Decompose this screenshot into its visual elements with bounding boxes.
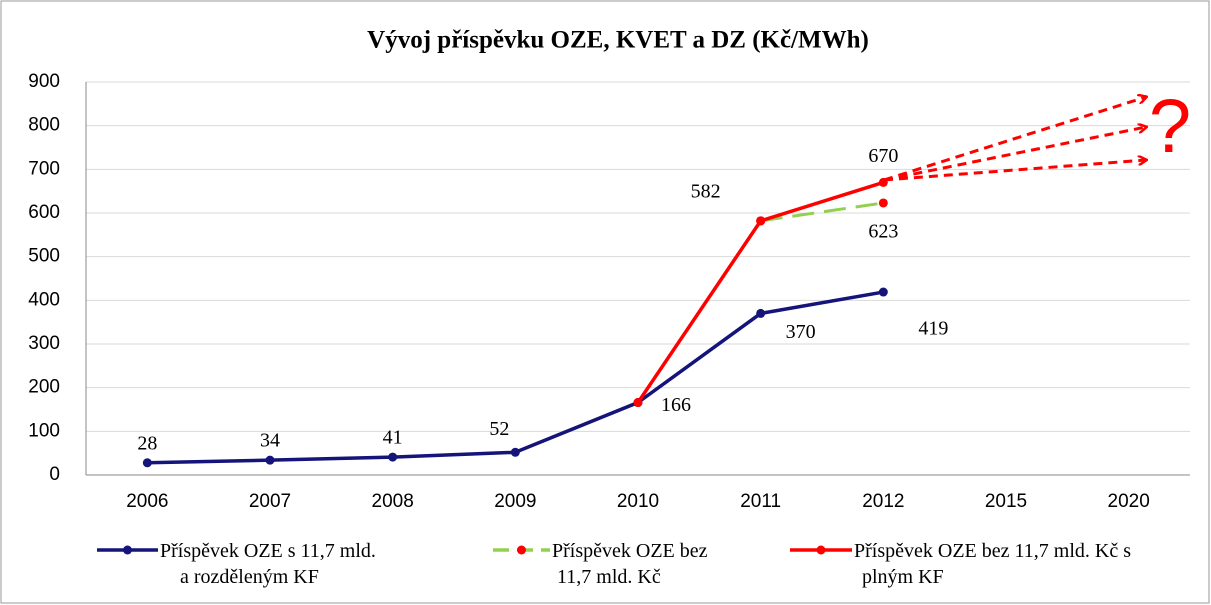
data-label: 41 — [383, 427, 403, 449]
x-tick-label: 2020 — [1108, 491, 1150, 512]
arrow — [883, 160, 1146, 182]
data-point — [756, 308, 766, 318]
data-point — [878, 287, 888, 297]
y-tick-label: 300 — [28, 333, 60, 354]
annotation: ? — [1149, 84, 1191, 169]
data-point — [878, 177, 888, 187]
legend-marker — [123, 545, 132, 555]
x-tick-label: 2006 — [126, 491, 168, 512]
data-label: 670 — [868, 145, 898, 167]
arrow — [883, 97, 1146, 182]
y-tick-label: 500 — [28, 246, 60, 267]
data-point — [878, 198, 888, 208]
data-label: 52 — [489, 418, 509, 440]
x-tick-label: 2015 — [985, 491, 1027, 512]
data-point — [265, 455, 275, 465]
data-point — [388, 452, 398, 462]
data-point — [756, 216, 766, 226]
x-tick-label: 2007 — [249, 491, 291, 512]
y-tick-label: 200 — [28, 377, 60, 398]
y-tick-label: 900 — [28, 71, 60, 92]
x-tick-label: 2011 — [740, 491, 781, 512]
data-label: 28 — [137, 432, 157, 454]
data-point — [510, 447, 520, 457]
data-label: 582 — [691, 180, 721, 202]
y-tick-label: 100 — [28, 420, 60, 441]
series-line — [760, 201, 884, 223]
y-tick-label: 700 — [28, 158, 60, 179]
legend-label: Příspěvek OZE bez 11,7 mld. Kč s plným K… — [854, 540, 1131, 588]
legend-marker — [517, 545, 526, 555]
data-label: 419 — [918, 318, 948, 340]
legend-label: Příspěvek OZE s 11,7 mld. a rozděleným K… — [160, 540, 376, 588]
y-tick-label: 400 — [28, 289, 60, 310]
data-label: 370 — [786, 321, 816, 343]
data-label: 623 — [868, 221, 898, 243]
data-label: 34 — [260, 430, 280, 452]
x-tick-label: 2008 — [372, 491, 414, 512]
legend-label: Příspěvek OZE bez 11,7 mld. Kč — [552, 540, 708, 588]
y-tick-label: 600 — [28, 202, 60, 223]
x-tick-label: 2012 — [862, 491, 904, 512]
data-point — [633, 398, 643, 408]
y-tick-label: 0 — [49, 464, 60, 485]
legend-marker — [816, 545, 826, 555]
data-label: 166 — [661, 394, 691, 416]
y-tick-label: 800 — [28, 115, 60, 136]
x-tick-label: 2009 — [494, 491, 536, 512]
x-tick-label: 2010 — [617, 491, 659, 512]
chart-title: Vývoj příspěvku OZE, KVET a DZ (Kč/MWh) — [367, 27, 869, 54]
data-point — [142, 458, 152, 468]
trend-arrows — [883, 97, 1146, 182]
